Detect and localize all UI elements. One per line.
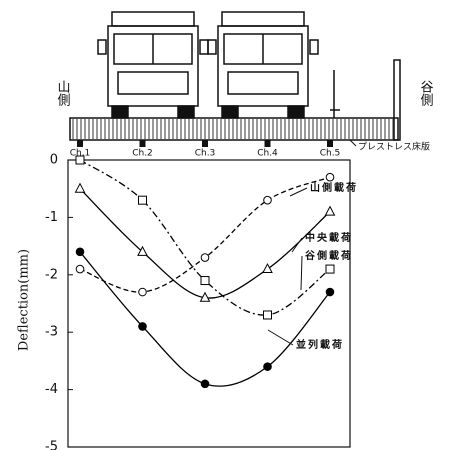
y-tick-label: -2 bbox=[45, 267, 58, 282]
x-tick-label: Ch.2 bbox=[132, 149, 153, 159]
leader-line bbox=[268, 330, 293, 345]
side-label: 谷側 bbox=[418, 80, 434, 106]
y-axis-label: Deflection(mm) bbox=[17, 249, 32, 351]
plot-frame bbox=[68, 160, 350, 447]
y-tick-label: -4 bbox=[45, 382, 58, 397]
marker bbox=[76, 248, 84, 256]
y-tick-label: -1 bbox=[45, 210, 58, 225]
marker bbox=[139, 323, 147, 331]
truck-body bbox=[222, 12, 304, 26]
series-line bbox=[80, 252, 330, 386]
truck-wheel bbox=[222, 106, 238, 118]
parapet bbox=[394, 60, 400, 140]
marker bbox=[76, 156, 84, 164]
marker bbox=[264, 363, 272, 371]
x-tick-label: Ch.3 bbox=[195, 149, 216, 159]
marker bbox=[326, 173, 334, 181]
slab-label: プレストレス床版 bbox=[358, 141, 430, 153]
x-tick-label: Ch.5 bbox=[320, 149, 341, 159]
sensor bbox=[77, 140, 83, 147]
marker bbox=[201, 254, 209, 262]
truck-mirror bbox=[200, 40, 208, 54]
legend-label: 谷側載荷 bbox=[305, 249, 353, 262]
sensor bbox=[327, 140, 333, 147]
y-tick-label: 0 bbox=[50, 153, 58, 168]
truck-mirror bbox=[208, 40, 216, 54]
truck-wheel bbox=[112, 106, 128, 118]
marker bbox=[326, 207, 335, 216]
bridge-diagram bbox=[70, 12, 400, 146]
marker bbox=[263, 264, 272, 273]
marker bbox=[139, 288, 147, 296]
x-tick-label: Ch.4 bbox=[257, 149, 278, 159]
sensor bbox=[202, 140, 208, 147]
marker bbox=[138, 247, 147, 256]
marker bbox=[76, 265, 84, 273]
marker bbox=[139, 196, 147, 204]
side-label: 山側 bbox=[55, 80, 71, 106]
truck-grille bbox=[228, 72, 298, 94]
leader-line bbox=[350, 140, 356, 146]
marker bbox=[264, 196, 272, 204]
legend-label: 並列載荷 bbox=[296, 338, 344, 351]
truck-mirror bbox=[98, 40, 106, 54]
chart: 山側 谷側 プレストレス床版 Deflection(mm) Ch.1Ch.2Ch… bbox=[0, 0, 459, 450]
marker bbox=[326, 265, 334, 273]
legend-label: 山側載荷 bbox=[310, 181, 358, 194]
truck-mirror bbox=[310, 40, 318, 54]
leader-line bbox=[292, 238, 302, 252]
marker bbox=[76, 184, 85, 193]
truck-wheel bbox=[178, 106, 194, 118]
truck-wheel bbox=[288, 106, 304, 118]
legend-label: 中央載荷 bbox=[305, 231, 353, 244]
sensor bbox=[140, 140, 146, 147]
truck-body bbox=[112, 12, 194, 26]
marker bbox=[201, 380, 209, 388]
marker bbox=[264, 311, 272, 319]
truck-grille bbox=[118, 72, 188, 94]
marker bbox=[326, 288, 334, 296]
marker bbox=[201, 277, 209, 285]
leader-line bbox=[301, 256, 302, 290]
sensor bbox=[265, 140, 271, 147]
y-tick-label: -5 bbox=[45, 440, 58, 450]
y-tick-label: -3 bbox=[45, 325, 58, 340]
leader-line bbox=[290, 188, 307, 196]
